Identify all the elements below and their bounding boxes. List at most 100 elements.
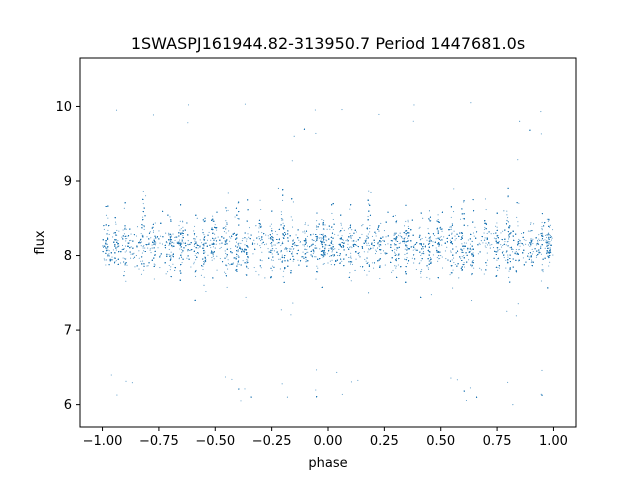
data-point [332,243,334,245]
data-point [124,251,126,253]
data-point [260,247,262,249]
data-point [291,251,294,253]
data-point [181,257,183,259]
data-point [168,264,170,267]
data-point [384,264,386,266]
data-point [142,203,144,205]
data-point [234,257,236,259]
data-point [268,237,270,239]
data-point [114,261,116,263]
data-point [286,250,288,252]
data-point [367,233,369,235]
data-point [225,220,227,222]
data-point [349,232,351,235]
data-point [508,238,510,240]
data-point [550,239,552,241]
data-point [443,236,445,238]
data-point [395,265,397,267]
data-point [520,242,522,244]
data-point [517,225,519,227]
data-point [346,238,348,240]
data-point [176,241,178,243]
data-point [450,226,452,228]
data-point [117,240,119,242]
data-point [382,239,384,241]
data-point [372,247,374,249]
data-point [214,237,216,239]
data-point [282,219,284,221]
data-point [544,239,546,241]
data-point [271,233,274,235]
data-point [525,243,527,245]
data-point [224,376,227,378]
data-point [516,253,518,255]
data-point [472,259,474,262]
data-point [420,260,422,262]
data-point [356,244,358,246]
data-point [259,245,261,247]
data-point [329,260,331,262]
data-point [246,262,248,264]
data-point [326,228,328,230]
data-point [452,269,454,271]
data-point [330,248,332,250]
data-point [469,387,472,389]
data-point [271,243,273,245]
data-point [122,257,124,259]
data-point [404,237,406,239]
data-point [106,259,108,261]
data-point [280,309,282,311]
data-point [403,225,406,227]
data-point [483,273,485,275]
data-point [438,245,440,247]
data-point [450,250,452,252]
data-point [471,240,473,242]
data-point [507,381,509,383]
data-point [307,251,309,253]
data-point [195,269,197,271]
data-point [336,371,338,374]
data-point [552,254,554,256]
data-point [506,241,508,243]
data-point [134,256,136,258]
data-point [367,251,369,253]
data-point [489,244,491,246]
data-point [328,248,330,250]
data-point [161,243,164,245]
data-point [408,239,410,242]
data-point [529,223,532,225]
data-point [292,302,294,304]
data-point [514,251,516,253]
data-point [154,244,157,246]
data-point [265,243,267,245]
data-point [130,253,132,255]
data-point [244,103,246,105]
data-point [159,242,161,244]
data-point [471,261,473,263]
data-point [498,240,500,243]
data-point [108,250,110,252]
data-point [216,229,218,231]
data-point [427,268,430,271]
data-point [242,237,244,240]
data-point [397,254,399,256]
data-point [349,208,351,210]
data-point [115,260,117,262]
data-point [190,249,192,251]
data-point [518,202,520,204]
data-point [349,257,351,259]
data-point [527,230,529,232]
data-point [314,109,316,111]
data-point [281,218,283,220]
data-point [292,201,294,203]
data-point [202,265,204,267]
data-point [143,228,145,230]
data-point [415,249,417,251]
data-point [245,265,247,267]
data-point [305,261,307,263]
data-point [133,252,135,254]
data-point [237,251,239,253]
data-point [473,267,475,269]
data-point [205,290,207,293]
